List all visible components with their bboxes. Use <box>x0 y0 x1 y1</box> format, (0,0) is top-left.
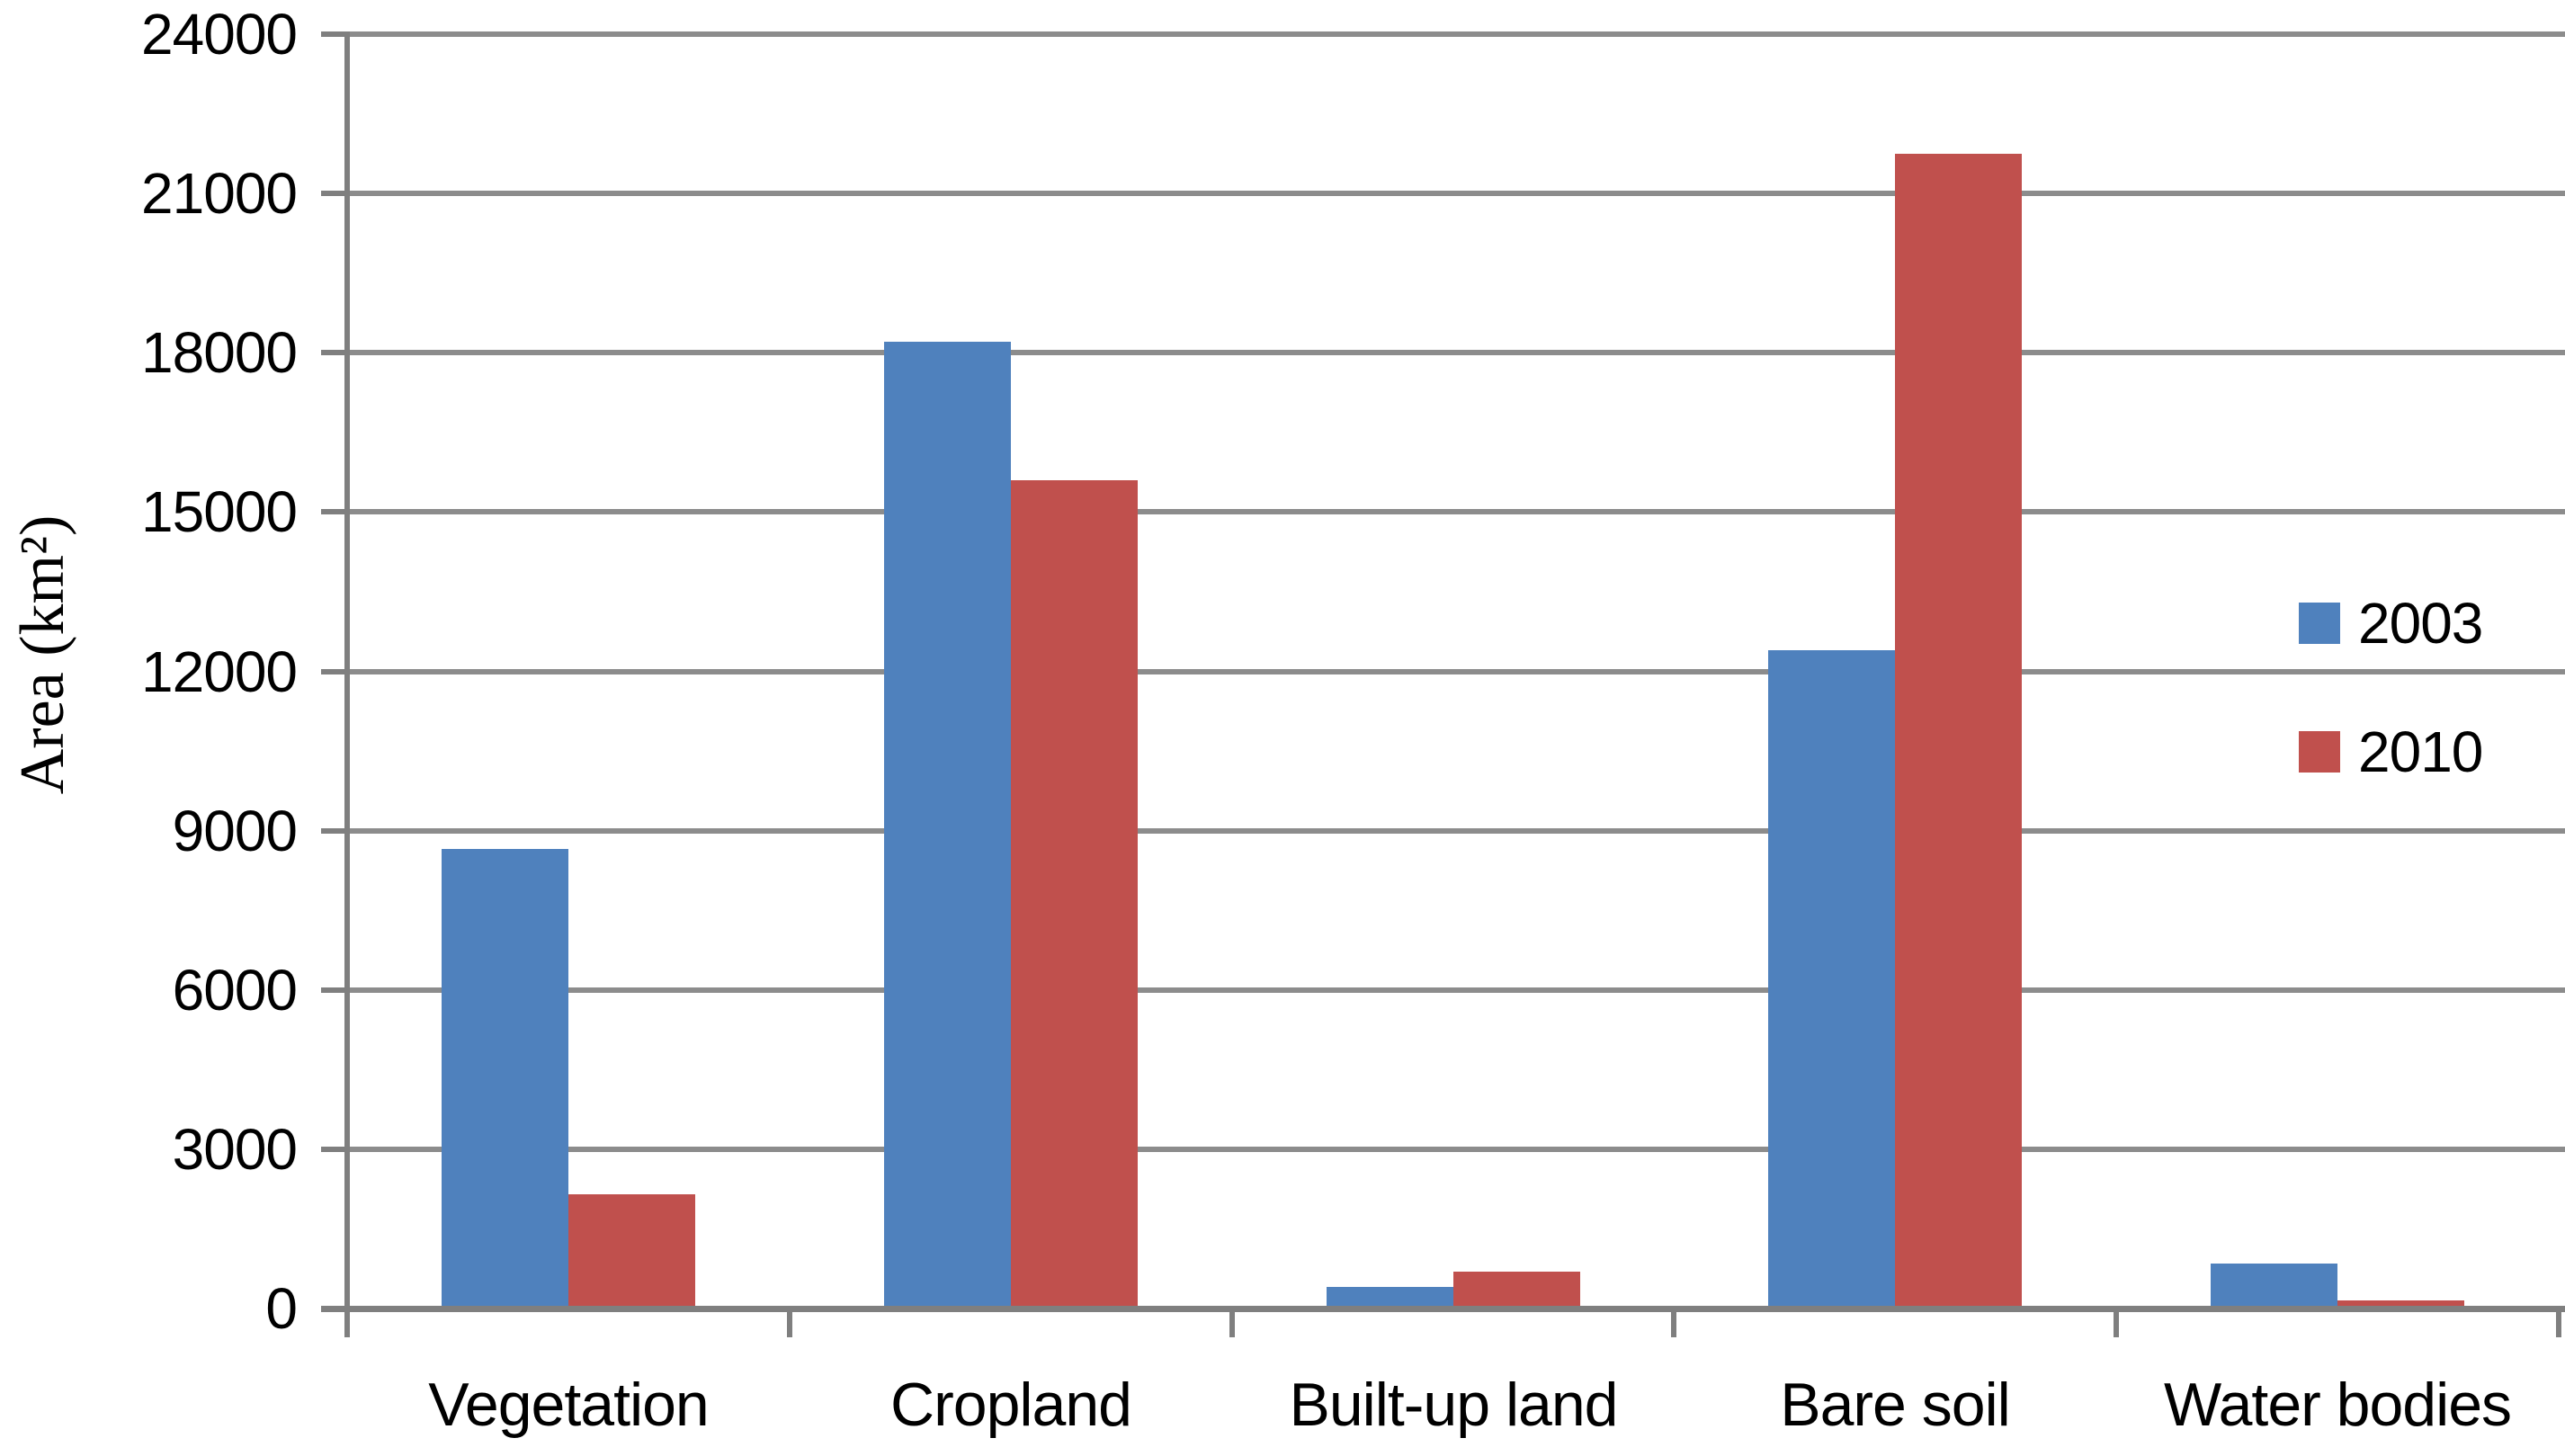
y-axis-tick-24000 <box>321 31 347 37</box>
legend-entry-2003: 2003 <box>2299 590 2483 657</box>
gridline-3000 <box>347 1147 2565 1152</box>
gridline-24000 <box>347 31 2565 37</box>
x-axis-line <box>321 1306 2565 1312</box>
gridline-6000 <box>347 987 2565 993</box>
x-category-label-vegetation: Vegetation <box>428 1371 709 1439</box>
y-tick-label-21000: 21000 <box>141 161 298 226</box>
bar-2003-cropland <box>884 342 1011 1309</box>
y-axis-line <box>344 31 350 1337</box>
gridline-21000 <box>347 191 2565 196</box>
x-axis-tick-4 <box>2114 1309 2119 1337</box>
legend-swatch-2010 <box>2299 731 2340 773</box>
gridline-9000 <box>347 828 2565 834</box>
bar-2010-cropland <box>1011 480 1138 1309</box>
bar-2010-built-up-land <box>1453 1272 1580 1309</box>
bar-2003-vegetation <box>442 849 568 1309</box>
y-axis-tick-15000 <box>321 509 347 514</box>
y-axis-tick-21000 <box>321 191 347 196</box>
bar-2010-water-bodies <box>2337 1300 2464 1309</box>
x-category-label-bare-soil: Bare soil <box>1780 1371 2011 1439</box>
x-axis-tick-5 <box>2556 1309 2561 1337</box>
gridline-15000 <box>347 509 2565 514</box>
y-tick-label-18000: 18000 <box>141 320 298 385</box>
bar-2003-water-bodies <box>2211 1264 2337 1309</box>
y-tick-label-12000: 12000 <box>141 639 298 704</box>
x-category-label-water-bodies: Water bodies <box>2163 1371 2512 1439</box>
gridline-12000 <box>347 669 2565 674</box>
y-tick-label-6000: 6000 <box>172 958 298 1023</box>
x-category-label-built-up-land: Built-up land <box>1289 1371 1618 1439</box>
y-axis-tick-6000 <box>321 987 347 993</box>
y-tick-label-15000: 15000 <box>141 479 298 544</box>
y-tick-label-3000: 3000 <box>172 1117 298 1182</box>
x-category-label-cropland: Cropland <box>890 1371 1132 1439</box>
x-axis-tick-0 <box>344 1309 350 1337</box>
y-axis-tick-12000 <box>321 669 347 674</box>
y-axis-tick-3000 <box>321 1147 347 1152</box>
bar-2010-vegetation <box>568 1194 695 1309</box>
x-axis-tick-1 <box>787 1309 792 1337</box>
x-axis-tick-2 <box>1229 1309 1235 1337</box>
legend-entry-2010: 2010 <box>2299 719 2483 785</box>
legend-label-2003: 2003 <box>2358 591 2483 656</box>
y-axis-tick-9000 <box>321 828 347 834</box>
legend-swatch-2003 <box>2299 603 2340 644</box>
y-tick-label-9000: 9000 <box>172 799 298 863</box>
y-tick-label-0: 0 <box>265 1276 298 1341</box>
bar-2003-bare-soil <box>1768 650 1895 1309</box>
y-tick-label-24000: 24000 <box>141 2 298 67</box>
x-axis-tick-3 <box>1671 1309 1676 1337</box>
legend-label-2010: 2010 <box>2358 719 2483 784</box>
y-axis-tick-18000 <box>321 350 347 355</box>
gridline-18000 <box>347 350 2565 355</box>
bar-2003-built-up-land <box>1327 1287 1453 1309</box>
bar-2010-bare-soil <box>1895 154 2022 1309</box>
